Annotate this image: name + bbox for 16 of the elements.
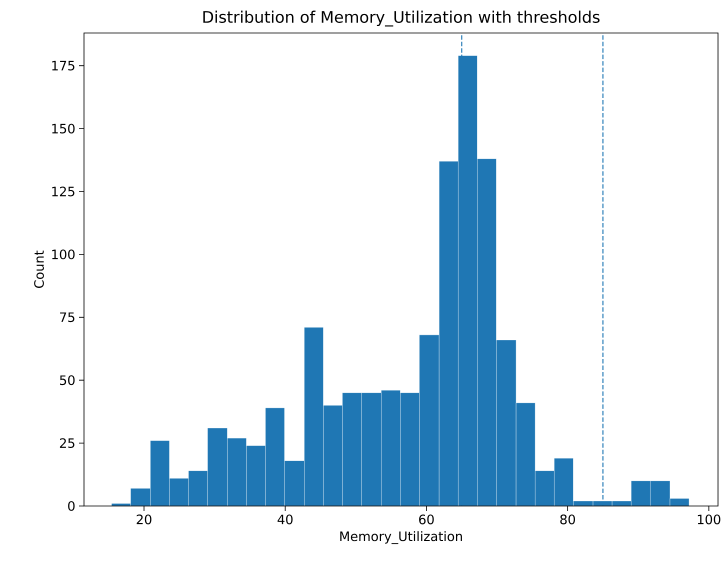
x-tick-label: 40 — [278, 514, 293, 524]
y-tick-label: 175 — [52, 60, 74, 71]
y-tick-label: 0 — [68, 501, 75, 511]
y-axis-title: Count — [34, 250, 44, 288]
x-tick-label: 60 — [419, 514, 434, 524]
x-tick-label: 80 — [560, 514, 575, 524]
x-tick-label: 20 — [136, 514, 152, 524]
y-tick-label: 50 — [60, 375, 75, 386]
y-tick-label: 150 — [52, 124, 75, 134]
y-tick-label: 25 — [60, 438, 74, 448]
y-tick-label: 75 — [60, 312, 74, 322]
x-tick-label: 100 — [698, 514, 720, 524]
y-tick-label: 125 — [52, 186, 74, 196]
x-axis-title: Memory_Utilization — [340, 531, 462, 544]
y-tick-label: 100 — [52, 250, 75, 260]
chart-title: Distribution of Memory_Utilization with thresholds — [203, 10, 600, 27]
